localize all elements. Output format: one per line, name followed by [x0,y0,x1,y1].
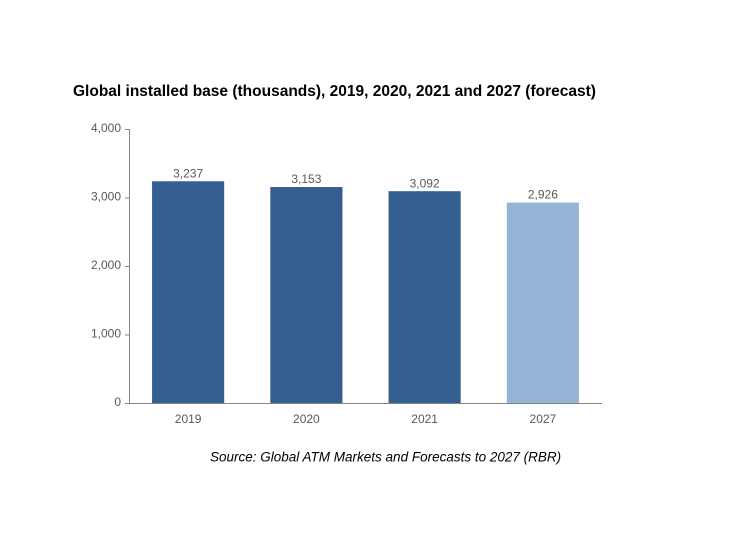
y-tick-label: 1,000 [91,327,121,341]
chart-title: Global installed base (thousands), 2019,… [73,83,596,100]
x-tick-label: 2027 [530,412,557,426]
y-tick-label: 3,000 [91,190,121,204]
x-tick-label: 2021 [411,412,438,426]
x-tick-label: 2020 [293,412,320,426]
x-tick-label: 2019 [175,412,202,426]
bar [388,191,461,403]
bar [506,202,579,403]
data-label: 3,092 [410,176,440,190]
y-tick-label: 2,000 [91,258,121,272]
data-label: 2,926 [528,188,558,202]
data-label: 3,237 [173,166,203,180]
y-tick-label: 0 [114,395,121,409]
data-label: 3,153 [291,172,321,186]
bar [152,181,225,403]
bar [270,187,343,403]
source-note: Source: Global ATM Markets and Forecasts… [210,450,561,465]
y-tick-label: 4,000 [91,121,121,135]
